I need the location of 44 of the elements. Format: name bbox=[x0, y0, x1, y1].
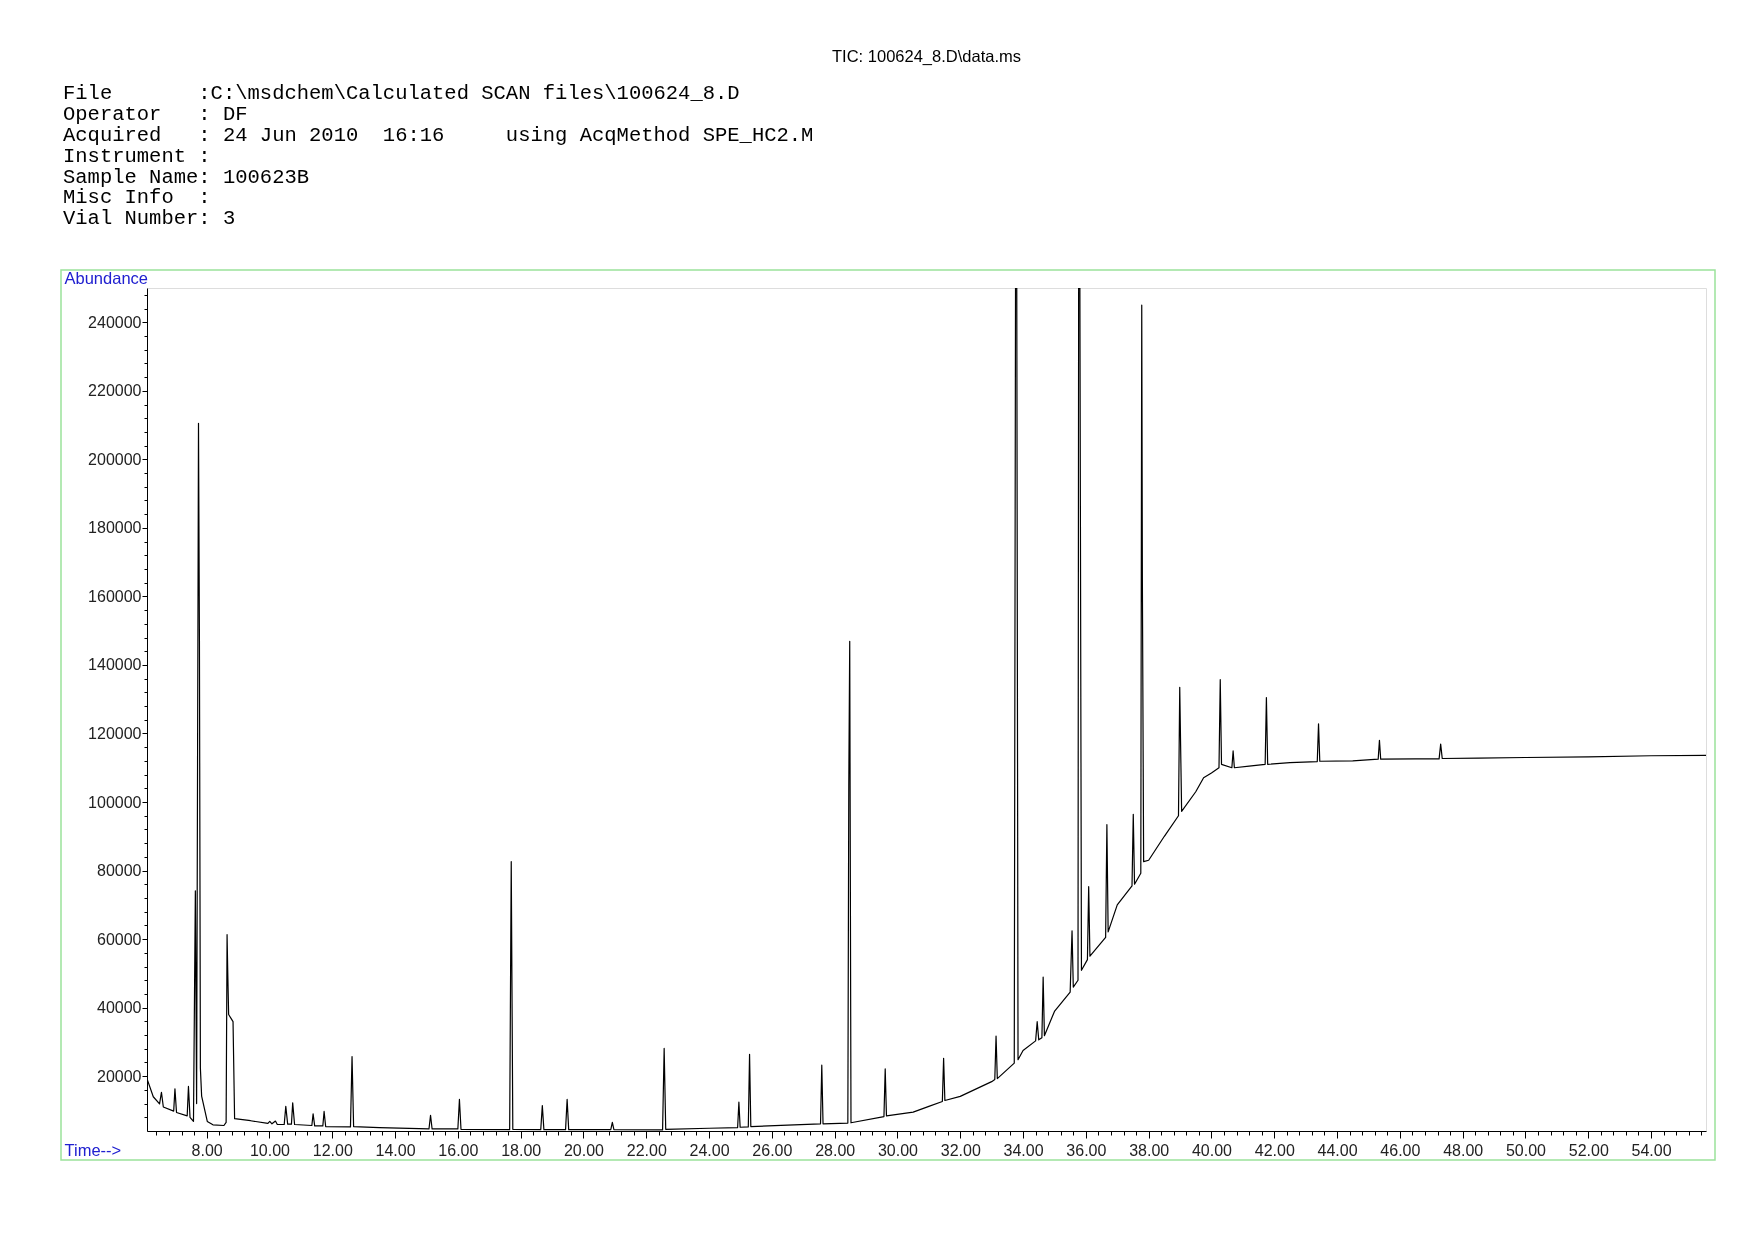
x-tick-label: 34.00 bbox=[1003, 1141, 1044, 1159]
y-tick-label: 220000 bbox=[88, 382, 142, 400]
x-tick-label: 40.00 bbox=[1191, 1141, 1233, 1159]
x-tick-label: 44.00 bbox=[1317, 1141, 1358, 1159]
x-tick-label: 36.00 bbox=[1066, 1141, 1107, 1159]
text: File :C:\msdchem\Calculated SCAN files\100624_8.D bbox=[63, 82, 740, 106]
x-tick-label: 18.00 bbox=[501, 1141, 542, 1159]
y-tick-label: 140000 bbox=[88, 656, 142, 674]
x-tick-label: 28.00 bbox=[815, 1141, 856, 1159]
x-tick-label: 14.00 bbox=[375, 1141, 416, 1159]
x-tick-label: 54.00 bbox=[1631, 1141, 1672, 1159]
y-tick-label: 240000 bbox=[88, 313, 142, 331]
x-tick-label: 16.00 bbox=[438, 1141, 479, 1159]
x-axis-title: Time--> bbox=[64, 1140, 122, 1159]
y-tick-label: 40000 bbox=[97, 999, 142, 1017]
text: Vial Number: 3 bbox=[63, 207, 236, 231]
x-tick-label: 48.00 bbox=[1443, 1141, 1484, 1159]
x-tick-label: 52.00 bbox=[1568, 1141, 1609, 1159]
y-tick-label: 100000 bbox=[88, 793, 142, 811]
x-tick-label: 24.00 bbox=[689, 1141, 730, 1159]
y-tick-label: 120000 bbox=[88, 724, 142, 742]
x-tick-label: 8.00 bbox=[191, 1141, 223, 1159]
x-tick-label: 42.00 bbox=[1254, 1141, 1295, 1159]
x-tick-label: 10.00 bbox=[249, 1141, 291, 1159]
x-tick-label: 26.00 bbox=[752, 1141, 793, 1159]
chart-title: TIC: 100624_8.D\data.ms bbox=[832, 46, 1021, 66]
y-tick-label: 160000 bbox=[88, 587, 142, 605]
y-tick-label: 200000 bbox=[88, 450, 142, 468]
x-tick-label: 38.00 bbox=[1129, 1141, 1170, 1159]
y-tick-label: 60000 bbox=[97, 930, 142, 948]
y-tick-label: 180000 bbox=[88, 519, 142, 537]
x-tick-label: 12.00 bbox=[312, 1141, 353, 1159]
x-tick-label: 30.00 bbox=[877, 1141, 919, 1159]
y-axis-title: Abundance bbox=[64, 268, 148, 287]
text: Sample Name: 100623B bbox=[63, 165, 310, 189]
y-tick-label: 20000 bbox=[97, 1067, 142, 1085]
x-tick-label: 50.00 bbox=[1505, 1141, 1547, 1159]
text: Instrument : bbox=[63, 144, 211, 168]
x-tick-label: 32.00 bbox=[940, 1141, 981, 1159]
x-tick-label: 22.00 bbox=[626, 1141, 667, 1159]
y-tick-label: 80000 bbox=[97, 862, 142, 880]
x-tick-label: 20.00 bbox=[563, 1141, 605, 1159]
x-tick-label: 46.00 bbox=[1380, 1141, 1421, 1159]
text: Misc Info : bbox=[63, 186, 211, 210]
